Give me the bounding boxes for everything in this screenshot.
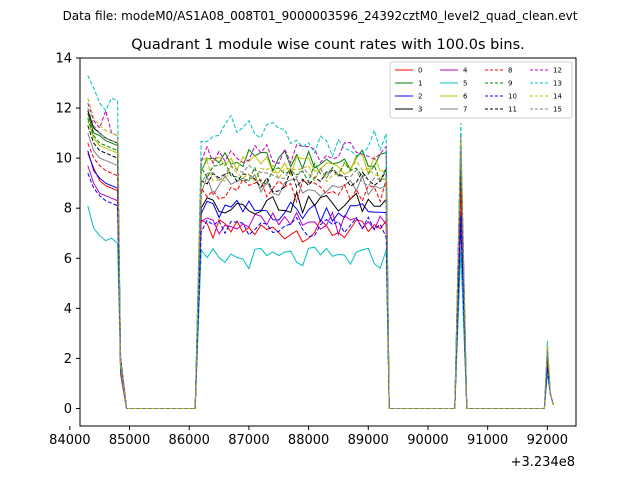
x-tick-label: 89000: [348, 433, 389, 448]
series-line-4: [87, 165, 554, 409]
chart-title: Quadrant 1 module wise count rates with …: [131, 37, 525, 53]
y-tick-label: 8: [64, 202, 72, 217]
series-line-7: [87, 132, 554, 409]
x-tick-label: 92000: [527, 433, 568, 448]
figure-suptitle: Data file: modeM0/AS1A08_008T01_90000035…: [63, 9, 578, 23]
plot-area: 84000 85000 86000 87000 88000 89000 90000 91000…: [49, 52, 577, 448]
series-line-10: [87, 173, 554, 409]
legend-label-7: 7: [463, 106, 467, 114]
x-tick-label: 88000: [288, 433, 329, 448]
series-line-2: [87, 150, 554, 409]
x-offset-label: +3.234e8: [511, 455, 575, 470]
series-line-12: [87, 102, 554, 409]
legend-box: [389, 61, 573, 119]
legend-label-12: 12: [553, 67, 562, 75]
legend-label-13: 13: [553, 80, 562, 88]
legend-label-5: 5: [463, 80, 467, 88]
x-tick-label: 84000: [49, 433, 90, 448]
y-tick-label: 0: [64, 402, 72, 417]
series-line-0: [87, 152, 554, 409]
x-tick-label: 91000: [467, 433, 508, 448]
axes-frame: [79, 57, 577, 427]
legend-label-10: 10: [508, 93, 517, 101]
legend-label-8: 8: [508, 67, 512, 75]
x-tick-label: 85000: [109, 433, 150, 448]
legend-label-1: 1: [418, 80, 422, 88]
x-tick-label: 87000: [228, 433, 269, 448]
series-line-1: [87, 112, 554, 409]
series-line-14: [87, 97, 554, 409]
legend-label-3: 3: [418, 106, 422, 114]
legend-label-14: 14: [553, 93, 562, 101]
legend-label-11: 11: [508, 106, 517, 114]
legend-label-6: 6: [463, 93, 468, 101]
series-line-13: [87, 75, 554, 409]
y-tick-label: 12: [55, 102, 72, 117]
y-tick-label: 2: [64, 352, 72, 367]
y-tick-label: 4: [64, 302, 72, 317]
series-line-3: [87, 110, 554, 409]
y-tick-label: 6: [64, 252, 72, 267]
series-line-5: [87, 205, 554, 409]
legend-label-4: 4: [463, 67, 468, 75]
x-tick-label: 90000: [407, 433, 448, 448]
legend-label-2: 2: [418, 93, 422, 101]
series-line-8: [87, 142, 554, 409]
y-tick-label: 10: [55, 152, 72, 167]
legend-label-9: 9: [508, 80, 512, 88]
legend-label-0: 0: [418, 67, 422, 75]
series-line-15: [87, 107, 554, 409]
y-tick-label: 14: [55, 52, 72, 67]
x-tick-label: 86000: [169, 433, 210, 448]
legend-label-15: 15: [553, 106, 562, 114]
